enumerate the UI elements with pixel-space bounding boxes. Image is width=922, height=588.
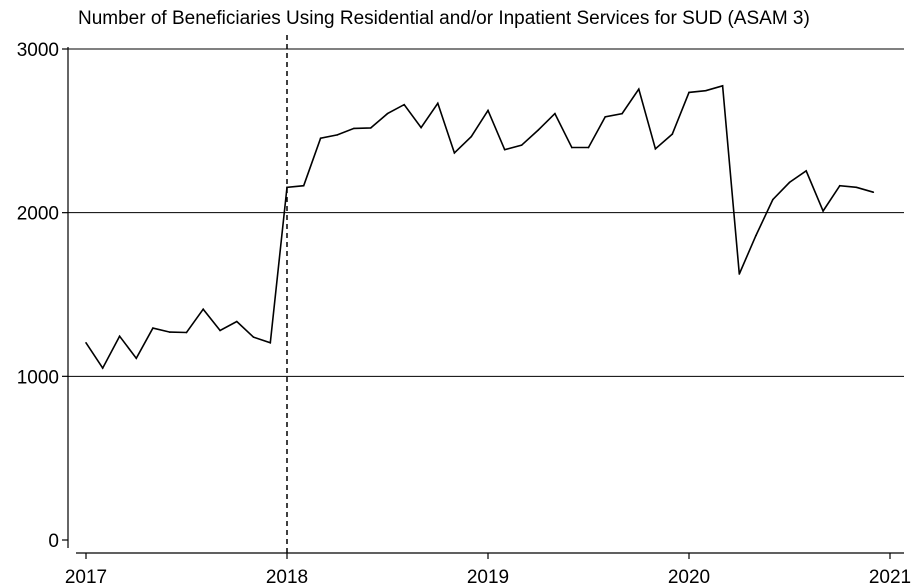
data-point (286, 186, 288, 189)
data-point (855, 186, 858, 189)
series-line-0 (85, 84, 874, 370)
data-point (772, 198, 774, 201)
data-point (822, 210, 824, 212)
y-tick-label: 3000 (17, 40, 59, 61)
x-tick-label: 2021 (869, 567, 911, 588)
data-point (85, 341, 87, 344)
data-point (587, 146, 590, 149)
y-tick-label: 0 (48, 531, 59, 552)
data-point (269, 341, 272, 344)
data-point (185, 331, 188, 334)
data-point (386, 112, 389, 115)
data-point (135, 357, 138, 360)
y-tick-label: 1000 (17, 367, 59, 388)
data-point (219, 329, 221, 332)
data-point (353, 127, 355, 130)
data-point (487, 109, 489, 112)
data-point (704, 89, 707, 92)
data-point (453, 152, 456, 154)
data-point (637, 88, 640, 90)
data-point (169, 331, 171, 333)
x-tick-label: 2020 (668, 567, 710, 588)
data-point (520, 144, 523, 147)
data-point (319, 137, 322, 139)
data-point (621, 112, 623, 115)
data-point (738, 273, 741, 275)
gridlines (68, 48, 904, 377)
data-point (721, 85, 724, 87)
x-tick-label: 2017 (65, 567, 107, 588)
data-point (654, 148, 657, 150)
data-point (235, 320, 238, 323)
series-group (85, 84, 875, 370)
data-point (101, 367, 104, 369)
chart-title: Number of Beneficiaries Using Residentia… (78, 8, 810, 29)
data-point (872, 191, 875, 194)
data-point (420, 126, 422, 129)
data-point (302, 184, 305, 187)
data-point (604, 116, 606, 118)
y-tick-label: 2000 (17, 204, 59, 225)
data-point (470, 135, 473, 138)
data-point (554, 112, 556, 115)
data-point (671, 133, 674, 135)
axes (62, 47, 904, 559)
data-point (436, 102, 439, 105)
data-point (688, 91, 690, 94)
data-point (152, 327, 154, 329)
data-point (571, 146, 573, 149)
tick-labels: 0 1000 2000 3000 2017 2018 2019 2020 2021 (17, 40, 911, 588)
data-point (118, 335, 121, 338)
data-point (838, 184, 841, 187)
x-tick-label: 2019 (467, 567, 509, 588)
data-point (202, 308, 204, 311)
data-point (336, 134, 339, 136)
data-point (252, 336, 255, 338)
data-point (403, 103, 405, 106)
data-point (788, 181, 791, 184)
data-point (805, 170, 807, 172)
data-point (503, 148, 506, 151)
data-point (370, 127, 372, 129)
data-point (755, 234, 757, 237)
x-tick-label: 2018 (266, 567, 308, 588)
data-point (537, 129, 540, 131)
